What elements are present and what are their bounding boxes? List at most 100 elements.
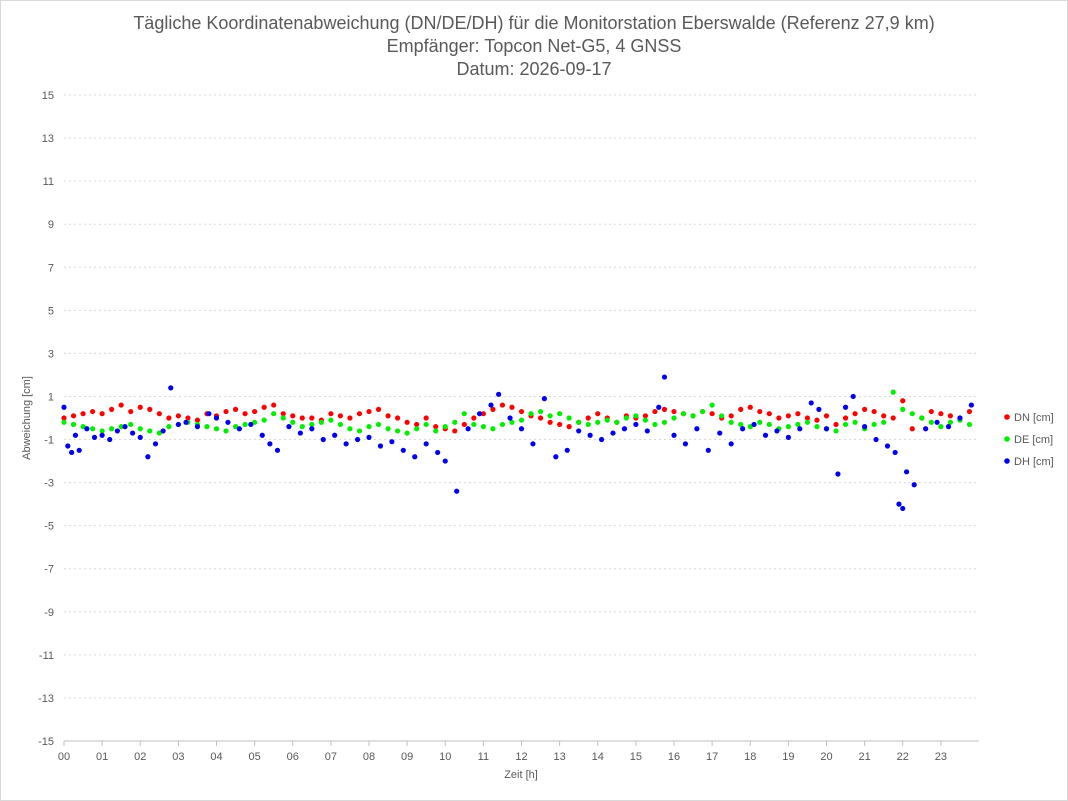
data-point [804, 419, 811, 425]
y-tick-labels: 15 13 11 9 7 5 3 1 -1 -3 -5 -7 -9 -11 -13 -15 [38, 90, 54, 748]
data-point [642, 417, 649, 423]
data-point [884, 443, 891, 449]
data-points [61, 374, 974, 512]
data-point [223, 408, 229, 415]
data-point [595, 419, 601, 425]
x-tick-label: 05 [249, 751, 261, 763]
data-point [80, 424, 86, 430]
data-point [72, 432, 79, 438]
data-point [795, 421, 801, 428]
data-point [776, 415, 782, 421]
data-point [99, 411, 105, 417]
data-point [557, 411, 563, 417]
data-point [297, 430, 303, 436]
data-point [454, 488, 460, 494]
y-tick-label: 11 [43, 176, 54, 188]
data-point [490, 406, 496, 412]
data-point [871, 408, 877, 415]
data-point [280, 411, 286, 417]
data-point [690, 413, 696, 419]
data-point [892, 449, 898, 456]
data-point [751, 421, 757, 428]
data-point [947, 413, 954, 419]
data-point [328, 417, 334, 423]
y-tick-label: -7 [44, 564, 54, 576]
data-point [757, 408, 763, 415]
data-point [966, 408, 973, 415]
data-point [518, 426, 525, 432]
y-tick-label: 15 [42, 90, 54, 102]
data-point [644, 428, 650, 434]
data-point [738, 406, 744, 412]
data-point [528, 411, 534, 417]
data-point [757, 419, 763, 425]
data-point [236, 426, 242, 432]
data-point [480, 424, 486, 430]
data-point [903, 469, 910, 475]
data-point [537, 415, 544, 421]
gridlines [63, 94, 979, 746]
data-point [107, 436, 113, 443]
data-point [366, 424, 372, 430]
data-point [375, 406, 382, 412]
data-point [705, 447, 711, 453]
data-point [290, 413, 296, 419]
data-point [557, 421, 563, 428]
data-point [61, 404, 67, 410]
data-point [900, 398, 906, 404]
data-point [70, 421, 77, 428]
data-point [804, 415, 811, 421]
y-tick-label: -3 [44, 478, 54, 490]
data-point [896, 501, 902, 507]
data-point [785, 413, 791, 419]
data-point [518, 408, 525, 415]
data-point [242, 411, 248, 417]
y-axis-label: Abweichung [cm] [21, 376, 33, 460]
y-tick-label: 7 [48, 262, 54, 274]
data-point [499, 421, 506, 428]
data-point [166, 424, 172, 430]
data-point [633, 413, 639, 419]
data-point [850, 393, 856, 400]
data-point [259, 432, 265, 438]
data-point [343, 441, 349, 447]
legend-entry: DH [cm] [1014, 456, 1054, 468]
data-point [80, 411, 86, 417]
x-tick-label: 15 [630, 751, 642, 763]
data-point [274, 447, 281, 453]
data-point [490, 426, 496, 432]
data-point [852, 411, 858, 417]
data-point [774, 428, 780, 434]
data-point [661, 419, 668, 425]
data-point [435, 449, 441, 456]
data-point [509, 419, 515, 425]
legend-marker [1004, 436, 1010, 442]
data-point [728, 413, 734, 419]
data-point [309, 421, 315, 428]
data-point [423, 421, 429, 428]
y-tick-label: 1 [48, 391, 54, 403]
data-point [957, 415, 963, 421]
data-point [109, 406, 115, 412]
data-point [566, 424, 572, 430]
data-point [762, 432, 769, 438]
chart-title: Tägliche Koordinatenabweichung (DN/DE/DH… [133, 13, 935, 33]
data-point [252, 419, 258, 425]
data-point [156, 411, 162, 417]
data-point [808, 400, 814, 406]
data-point [911, 482, 917, 488]
data-point [137, 404, 143, 410]
data-point [147, 406, 153, 412]
data-point [309, 415, 315, 421]
data-point [585, 415, 591, 421]
data-point [728, 419, 734, 425]
data-point [740, 426, 746, 432]
x-tick-label: 04 [210, 751, 222, 763]
data-point [394, 415, 401, 421]
data-point [280, 415, 286, 421]
data-point [785, 434, 791, 440]
data-point [261, 404, 267, 410]
data-point [130, 430, 136, 436]
data-point [61, 415, 67, 421]
